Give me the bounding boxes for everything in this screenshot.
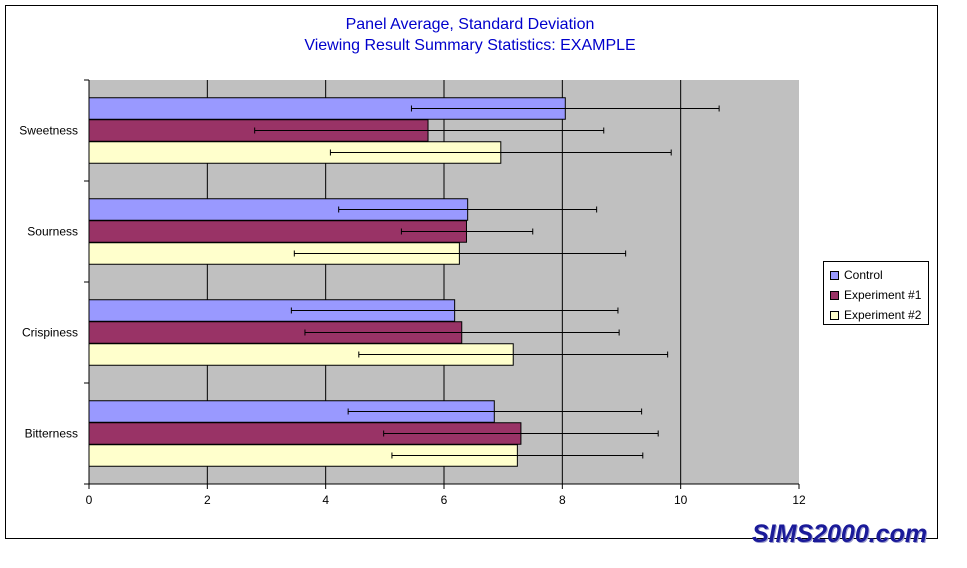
watermark-logo: SIMS2000.com [752,520,928,548]
chart-title: Panel Average, Standard Deviation [345,16,595,33]
x-tick-label: 2 [204,493,211,507]
legend-swatch-control [830,270,839,280]
y-tick-label: Sweetness [19,124,78,138]
x-tick-label: 10 [674,493,688,507]
legend: Control Experiment #1 Experiment #2 [823,261,929,325]
legend-item-control: Control [830,265,928,285]
x-tick-label: 0 [86,493,93,507]
x-tick-label: 12 [792,493,806,507]
legend-item-experiment-1: Experiment #1 [830,285,928,305]
chart-subtitle: Viewing Result Summary Statistics: EXAMP… [304,37,636,54]
legend-label-control: Control [844,268,883,282]
x-tick-label: 4 [322,493,329,507]
x-tick-label: 8 [559,493,566,507]
y-tick-label: Bitterness [25,427,78,441]
legend-label-experiment-2: Experiment #2 [844,308,922,322]
y-tick-label: Crispiness [22,326,78,340]
legend-swatch-experiment-1 [830,290,839,300]
x-tick-label: 6 [441,493,448,507]
legend-swatch-experiment-2 [830,310,839,320]
legend-item-experiment-2: Experiment #2 [830,305,928,325]
legend-label-experiment-1: Experiment #1 [844,288,922,302]
y-tick-label: Sourness [27,225,78,239]
